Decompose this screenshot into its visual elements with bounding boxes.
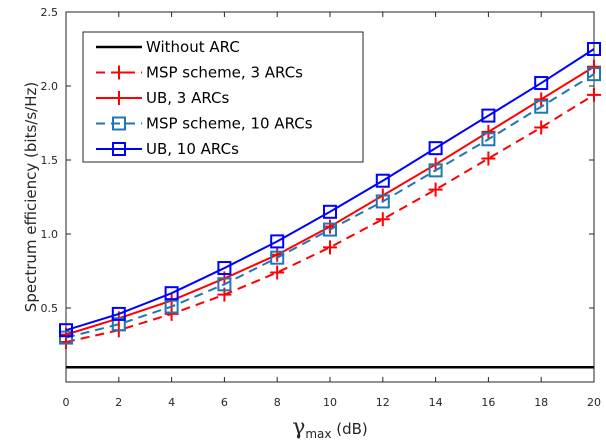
- data-point: [323, 240, 337, 255]
- data-point: [481, 124, 496, 139]
- x-tick-label: 14: [429, 396, 443, 409]
- x-tick-label: 10: [323, 396, 337, 409]
- y-tick-label: 2.0: [41, 80, 59, 93]
- legend-label: MSP scheme, 3 ARCs: [146, 64, 303, 82]
- legend-marker: [112, 142, 126, 156]
- x-tick-label: 18: [534, 396, 548, 409]
- data-point: [481, 151, 496, 166]
- data-point: [375, 173, 390, 188]
- data-point: [587, 42, 601, 56]
- data-point: [534, 76, 549, 91]
- legend-label: UB, 10 ARCs: [146, 140, 239, 158]
- data-point: [59, 330, 73, 345]
- x-tick-label: 20: [587, 396, 601, 409]
- y-axis-label: Spectrum efficiency (bits/s/Hz): [22, 82, 40, 312]
- x-axis-label-subscript: max: [305, 427, 331, 441]
- legend-marker: [112, 65, 126, 80]
- legend-marker: [112, 116, 126, 131]
- data-point: [270, 250, 285, 265]
- data-point: [481, 108, 496, 123]
- y-tick-label: 1.0: [41, 228, 59, 241]
- data-point: [59, 323, 73, 338]
- x-axis-label-unit: (dB): [332, 420, 368, 438]
- legend-item: Without ARC: [96, 38, 240, 56]
- legend-item: MSP scheme, 10 ARCs: [96, 115, 313, 133]
- legend-label: MSP scheme, 10 ARCs: [146, 115, 313, 133]
- x-tick-label: 6: [221, 396, 228, 409]
- data-point: [481, 132, 496, 147]
- x-axis-label: γmax (dB): [292, 415, 368, 441]
- data-point: [164, 306, 179, 321]
- series-line: [65, 73, 595, 339]
- data-point: [164, 286, 179, 301]
- legend-item: UB, 3 ARCs: [96, 89, 230, 107]
- y-tick-label: 1.5: [41, 154, 59, 167]
- data-point: [428, 163, 443, 178]
- data-point: [217, 277, 232, 292]
- series-line: [65, 94, 595, 344]
- legend-item: MSP scheme, 3 ARCs: [96, 64, 303, 82]
- y-tick-label: 0.5: [41, 302, 59, 315]
- data-point: [270, 265, 285, 280]
- x-axis-ticks: 0 2 4 6 8 10 12 14 16 18 20: [63, 12, 601, 409]
- x-tick-label: 4: [168, 396, 175, 409]
- data-point: [270, 234, 285, 249]
- legend-label: UB, 3 ARCs: [146, 89, 230, 107]
- legend-item: UB, 10 ARCs: [96, 140, 239, 158]
- series-4: [59, 42, 601, 338]
- data-point: [534, 99, 549, 114]
- data-point: [534, 92, 549, 107]
- x-tick-label: 16: [481, 396, 495, 409]
- series-3: [59, 67, 601, 345]
- data-point: [323, 204, 337, 219]
- data-point: [323, 222, 337, 237]
- data-point: [164, 299, 179, 314]
- data-point: [217, 261, 232, 276]
- x-axis-label-symbol: γ: [292, 415, 305, 440]
- series-line: [65, 48, 595, 332]
- data-point: [375, 212, 390, 227]
- legend-items: Without ARC MSP scheme, 3 ARCs UB, 3 ARCs M…: [96, 38, 313, 158]
- x-tick-label: 2: [115, 396, 122, 409]
- data-point: [375, 194, 390, 209]
- x-tick-label: 0: [63, 396, 70, 409]
- data-point: [428, 182, 443, 197]
- legend: Without ARC MSP scheme, 3 ARCs UB, 3 ARCs M…: [82, 31, 364, 163]
- series-layer: [59, 42, 601, 369]
- data-point: [111, 306, 126, 321]
- data-point: [587, 59, 601, 74]
- y-tick-label: 2.5: [41, 6, 59, 19]
- x-tick-label: 12: [376, 396, 390, 409]
- data-point: [111, 317, 126, 332]
- y-axis-ticks: 0.5 1.0 1.5 2.0 2.5: [41, 6, 594, 315]
- x-tick-label: 8: [274, 396, 281, 409]
- data-point: [587, 67, 601, 82]
- legend-label: Without ARC: [146, 38, 240, 56]
- legend-marker: [112, 91, 126, 105]
- data-point: [587, 87, 601, 102]
- data-point: [534, 120, 549, 135]
- data-point: [428, 141, 443, 156]
